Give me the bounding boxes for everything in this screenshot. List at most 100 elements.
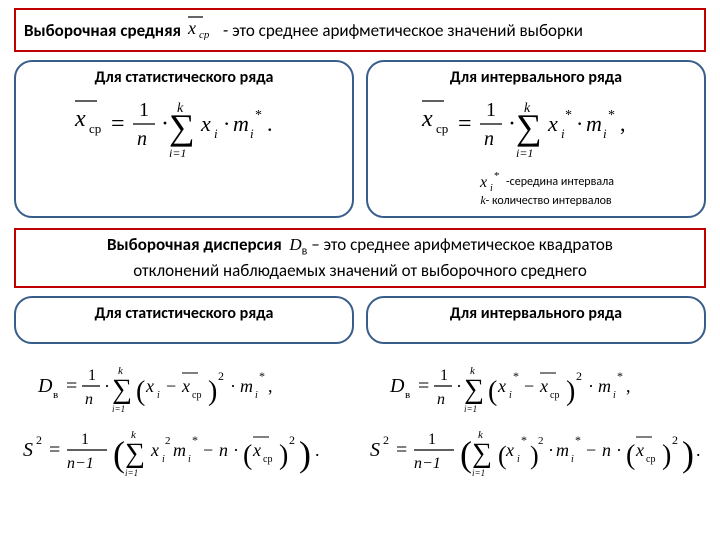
svg-text:x: x [547, 111, 558, 136]
svg-text:в: в [405, 389, 410, 401]
svg-text:x: x [505, 440, 514, 460]
svg-text:−: − [524, 376, 534, 396]
svg-text:∑: ∑ [516, 107, 542, 147]
svg-text:m: m [173, 440, 186, 460]
svg-text:1: 1 [81, 431, 89, 448]
svg-text:S: S [23, 439, 33, 461]
dispersion-rest1: – это среднее арифметическое квадратов [311, 234, 613, 255]
svg-text:n: n [602, 440, 611, 460]
svg-text:∑: ∑ [169, 107, 195, 147]
svg-text:=: = [111, 111, 125, 137]
disp-stat-s2: S 2 = 1 n−1 ( k ∑ i=1 x i 2 m i * − n · … [14, 420, 354, 486]
svg-text:(: ( [136, 376, 145, 407]
svg-text:1: 1 [486, 99, 496, 121]
disp-interval-dv: D в = 1 n · k ∑ i=1 ( x i * − x cp ) 2 [366, 356, 706, 418]
svg-text:i: i [188, 454, 191, 465]
svg-text:,: , [620, 111, 626, 136]
svg-text:i=1: i=1 [516, 146, 533, 160]
dv-sub: в [302, 244, 308, 258]
svg-text:·: · [233, 440, 239, 460]
svg-text:2: 2 [538, 435, 544, 447]
dispersion-title-row: Для статистического ряда Для интервально… [14, 296, 706, 344]
svg-text:*: * [617, 369, 623, 383]
svg-text:(: ( [243, 440, 252, 471]
svg-text:∑: ∑ [464, 374, 484, 405]
svg-text:,: , [626, 376, 631, 396]
mean-interval-formula: x cp = 1 n · k ∑ i=1 x i * · m i * , [378, 91, 694, 171]
svg-text:·: · [588, 376, 594, 396]
svg-text:−: − [586, 440, 596, 460]
svg-text:x: x [479, 174, 487, 191]
svg-text:i: i [517, 454, 520, 465]
svg-text:2: 2 [165, 435, 171, 447]
svg-text:i=1: i=1 [464, 404, 477, 414]
note1-text: -середина интервала [506, 175, 614, 189]
svg-text:1: 1 [428, 431, 436, 448]
sample-mean-header: Выборочная средняя x cp - это среднее ар… [14, 8, 706, 52]
svg-text:1: 1 [139, 99, 149, 121]
disp-stat-dv: D в = 1 n · k ∑ i=1 ( x i − x cp ) 2 · [14, 356, 354, 418]
svg-text:cp: cp [199, 29, 210, 40]
xi-star-symbol: x i * [478, 171, 506, 193]
svg-text:(: ( [113, 434, 125, 474]
svg-text:1: 1 [440, 367, 448, 384]
mean-stat-title: Для статистического ряда [26, 68, 342, 87]
svg-text:n: n [85, 391, 93, 408]
mean-row: Для статистического ряда x cp = 1 n · k … [14, 60, 706, 218]
svg-text:*: * [494, 171, 500, 182]
svg-text:m: m [586, 111, 602, 136]
svg-text:i: i [157, 390, 160, 401]
svg-text:−: − [203, 440, 213, 460]
svg-text:x: x [181, 376, 190, 396]
svg-text:.: . [315, 440, 320, 460]
svg-text:x: x [200, 111, 211, 136]
svg-text:x: x [421, 106, 433, 132]
svg-text:·: · [230, 376, 236, 396]
dispersion-rest2: отклонений наблюдаемых значений от выбор… [133, 260, 587, 281]
svg-text:2: 2 [383, 433, 389, 447]
svg-text:i: i [613, 390, 616, 401]
svg-text:i: i [571, 454, 574, 465]
svg-text:n: n [484, 128, 494, 150]
svg-text:m: m [598, 376, 611, 396]
svg-text:i: i [561, 126, 565, 141]
svg-text:*: * [513, 369, 519, 383]
svg-text:i: i [490, 183, 493, 193]
svg-text:cp: cp [89, 121, 101, 136]
svg-text:cp: cp [192, 390, 201, 401]
svg-text:i=1: i=1 [125, 468, 138, 478]
svg-text:(: ( [460, 434, 472, 474]
disp-interval-formulas: D в = 1 n · k ∑ i=1 ( x i * − x cp ) 2 [366, 354, 706, 488]
svg-text:): ) [662, 440, 671, 471]
svg-text:*: * [255, 108, 262, 123]
svg-text:x: x [74, 106, 86, 132]
svg-text:·: · [548, 440, 554, 460]
svg-text:m: m [240, 376, 253, 396]
svg-text:·: · [456, 376, 462, 396]
mean-interval-panel: Для интервального ряда x cp = 1 n · k ∑ … [366, 60, 706, 218]
svg-text:в: в [53, 389, 58, 401]
svg-text:D: D [389, 375, 405, 397]
disp-interval-s2: S 2 = 1 n−1 ( k ∑ i=1 ( x i * ) 2 · m i … [366, 420, 706, 486]
svg-text:x: x [150, 440, 159, 460]
svg-text:*: * [575, 433, 581, 447]
mean-interval-title: Для интервального ряда [378, 68, 694, 87]
svg-text:x: x [252, 440, 261, 460]
disp-stat-title-panel: Для статистического ряда [14, 296, 354, 344]
svg-text:S: S [370, 439, 380, 461]
mean-stat-panel: Для статистического ряда x cp = 1 n · k … [14, 60, 354, 218]
svg-text:=: = [66, 375, 77, 397]
svg-text:∑: ∑ [125, 438, 145, 469]
disp-interval-title: Для интервального ряда [378, 304, 694, 323]
svg-text:x: x [145, 376, 154, 396]
svg-text:i=1: i=1 [169, 146, 186, 160]
svg-text:.: . [696, 440, 701, 460]
svg-text:*: * [521, 433, 527, 447]
svg-text:m: m [556, 440, 569, 460]
svg-text:·: · [161, 111, 169, 137]
svg-text:n: n [137, 128, 147, 150]
svg-text:=: = [458, 111, 472, 137]
header-bold: Выборочная средняя [24, 20, 181, 41]
xbar-symbol: x cp [185, 14, 219, 46]
svg-text:.: . [267, 111, 273, 136]
